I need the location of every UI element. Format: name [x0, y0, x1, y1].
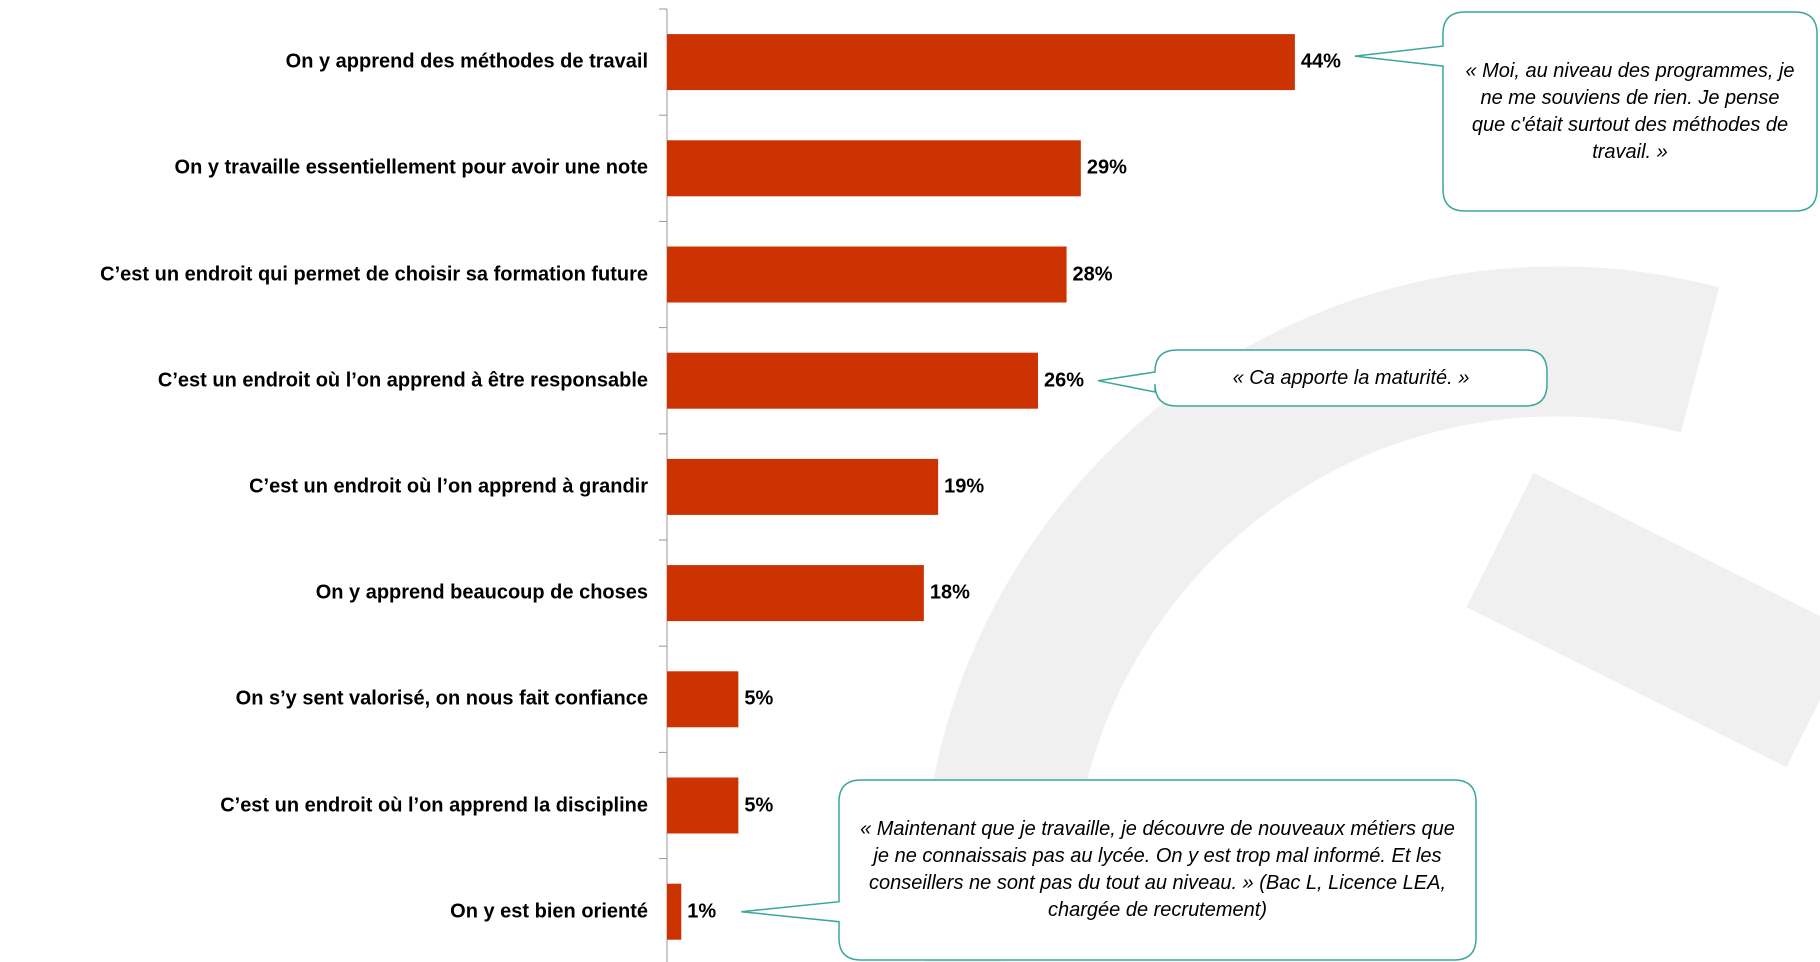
bar: [667, 246, 1067, 303]
value-label: 18%: [929, 581, 970, 604]
category-label: On y apprend des méthodes de travail: [285, 50, 648, 73]
category-label: On y apprend beaucoup de choses: [315, 581, 648, 604]
callout-text: « Ca apporte la maturité. »: [1232, 366, 1470, 389]
category-label: On y est bien orienté: [450, 900, 648, 923]
value-label: 19%: [944, 475, 985, 498]
category-label: On s’y sent valorisé, on nous fait confi…: [235, 687, 648, 710]
bar: [667, 458, 939, 515]
bar: [667, 883, 682, 940]
value-label: 28%: [1072, 263, 1113, 285]
value-label: 5%: [744, 687, 774, 710]
category-label: C’est un endroit qui permet de choisir s…: [100, 263, 648, 285]
value-label: 26%: [1044, 369, 1085, 392]
callout-text: « Maintenant que je travaille, je découv…: [860, 818, 1455, 921]
value-label: 29%: [1086, 156, 1127, 179]
category-label: C’est un endroit où l’on apprend à grand…: [249, 475, 648, 498]
bar: [667, 140, 1081, 197]
callout-text: « Moi, au niveau des programmes, je ne m…: [1465, 59, 1795, 163]
value-label: 5%: [744, 794, 774, 816]
callout: [1097, 349, 1548, 407]
bar: [667, 565, 924, 622]
watermark-bar: [1466, 472, 1820, 768]
value-label: 44%: [1300, 50, 1341, 73]
category-label: C’est un endroit où l’on apprend la disc…: [220, 794, 648, 816]
category-label: C’est un endroit où l’on apprend à être …: [157, 369, 648, 392]
category-label: On y travaille essentiellement pour avoi…: [174, 156, 648, 179]
bar: [667, 777, 739, 834]
callout: [741, 779, 1477, 961]
bar: [667, 352, 1039, 409]
value-label: 1%: [687, 900, 717, 923]
bar: [667, 34, 1295, 91]
bar: [667, 671, 739, 728]
callout: [1354, 11, 1818, 212]
